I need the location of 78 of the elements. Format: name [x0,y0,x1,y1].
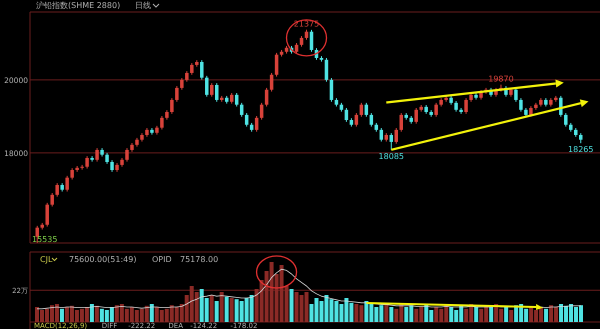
chart-title: 沪铅指数(SHME 2880) [36,1,120,10]
candlestick [304,29,308,40]
candlestick [85,156,89,170]
candlestick [274,52,278,78]
candlestick [270,72,274,92]
candlestick [380,128,384,142]
candlestick [95,148,99,162]
annotation: OPID [152,255,172,264]
candlestick [50,192,54,208]
candlestick [240,102,244,118]
bar [150,304,154,322]
candlestick [414,107,418,124]
candlestick [110,160,114,172]
candlestick [210,82,214,98]
candlestick [400,112,403,132]
candlestick [390,132,394,150]
candlestick [354,112,358,128]
candlestick [45,202,49,228]
candlestick [185,70,189,82]
bar [224,296,229,322]
bar [290,289,294,322]
annotation: 18085 [378,152,404,161]
candlestick [215,82,218,102]
candlestick [105,152,109,164]
chart-subtitle: 日线 [135,1,151,10]
candlestick [190,62,194,76]
bar [474,307,478,322]
annotation: 18265 [568,145,594,154]
candlestick [579,132,583,144]
candlestick [70,168,74,180]
candlestick [205,75,209,98]
candlestick [55,182,59,198]
candlestick [370,112,374,128]
candlestick [330,78,334,102]
candlestick [65,175,69,192]
bar [504,307,508,322]
bar [230,298,234,322]
candlestick [519,98,523,112]
candlestick [234,92,238,108]
candlestick [454,100,458,112]
bar [220,292,224,322]
bar [214,301,219,322]
candlestick [434,102,438,118]
candlestick [200,60,204,80]
candlestick [260,102,264,120]
candlestick [160,116,164,130]
annotation: 75178.00 [180,255,218,264]
candlestick [244,112,248,128]
candlestick [564,112,568,128]
annotation: 75600.00(51:49) [69,255,136,264]
candlestick [254,116,258,132]
bar [509,310,514,322]
candlestick [264,87,268,108]
candlestick [300,36,304,48]
candlestick [310,29,314,52]
candlestick [394,128,398,144]
candlestick [170,98,174,114]
candlestick [360,102,364,118]
candlestick [344,107,348,122]
candlestick [165,110,169,120]
candlestick [180,78,184,90]
bar [389,307,394,322]
bar [544,308,548,322]
bar [489,307,494,322]
candlestick [175,86,179,102]
annotation: CJL [40,255,53,264]
candlestick [514,87,518,102]
candlestick [294,42,298,54]
bar [384,304,388,322]
candlestick [324,57,328,82]
bar [94,306,99,322]
bar [90,304,94,322]
bar [60,308,64,322]
annotation: 19870 [488,74,514,84]
candlestick [464,98,468,114]
candlestick [230,92,234,104]
candlestick [364,102,368,118]
bar [210,295,214,322]
